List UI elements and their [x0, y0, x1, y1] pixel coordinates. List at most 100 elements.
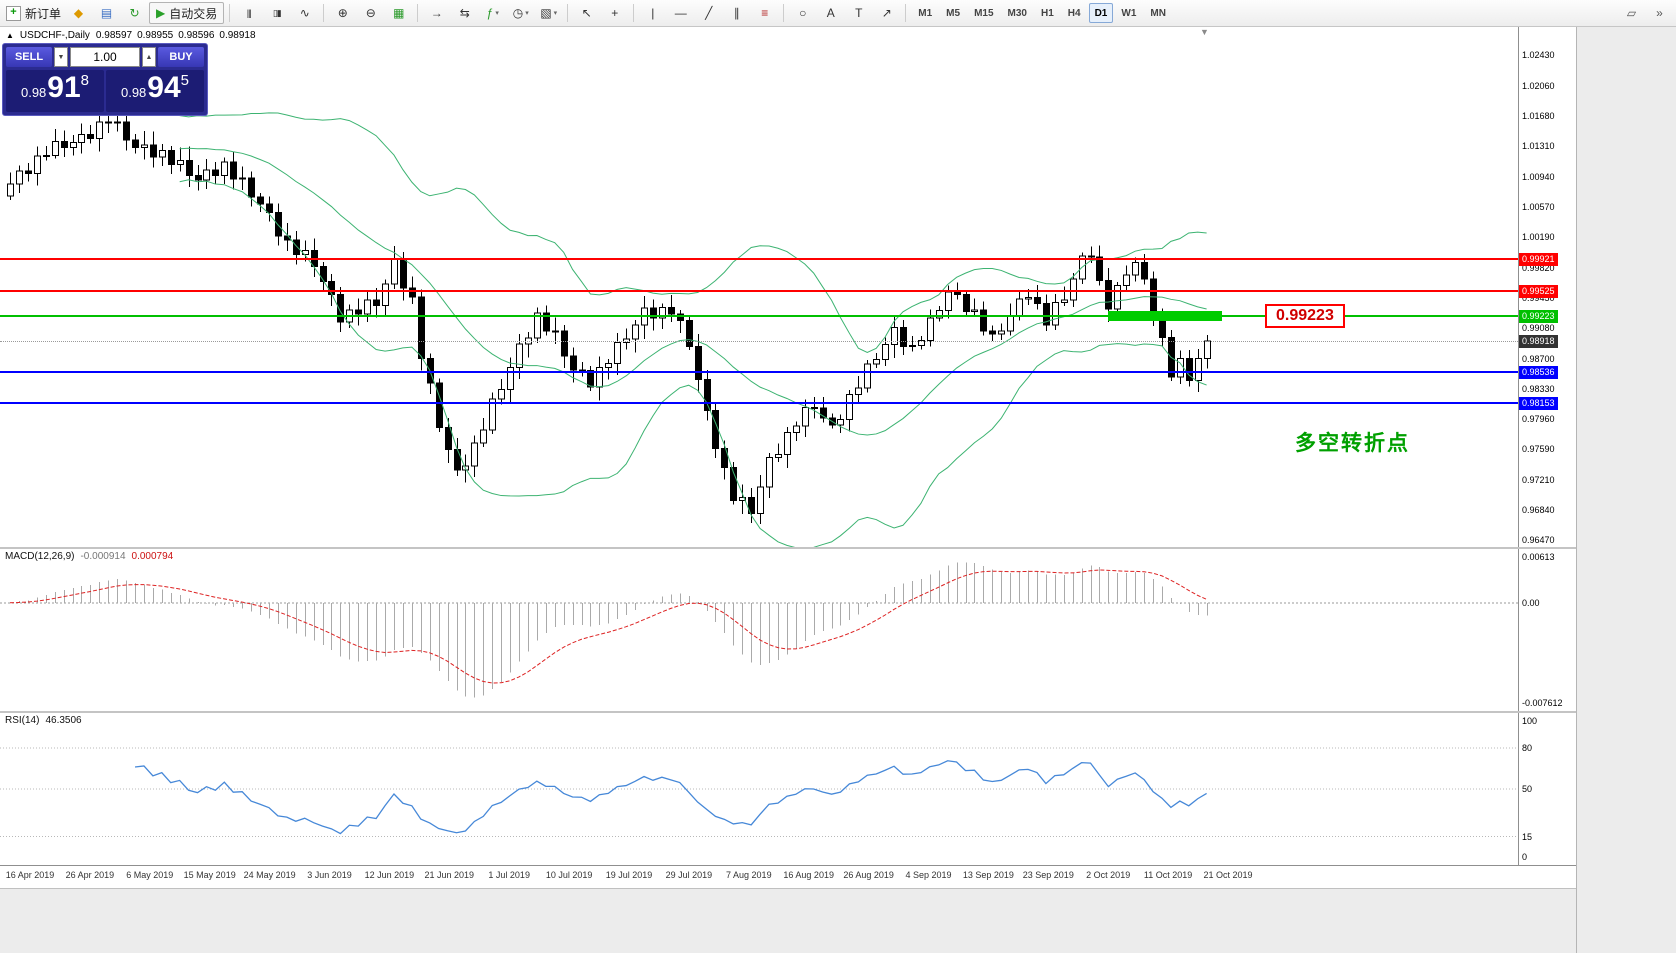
timeframe-button-m1[interactable]: M1 — [918, 7, 933, 19]
buy-price-button[interactable]: 0.98 94 5 — [106, 70, 204, 112]
timeframe-button-d1[interactable]: D1 — [1088, 3, 1114, 23]
workspace-background — [1576, 27, 1676, 953]
trendline-icon: ╱ — [705, 6, 713, 20]
horizontal-line-icon[interactable]: — — [667, 2, 694, 24]
chart-note-text[interactable]: 多空转折点 — [1295, 432, 1410, 455]
sell-price-pip: 8 — [80, 72, 90, 89]
timeframe-button-m5[interactable]: M5 — [946, 7, 961, 19]
timeframe-button-h1[interactable]: H1 — [1040, 7, 1054, 19]
dropdown-arrow-icon: ▾ — [495, 10, 499, 17]
date-label: 16 Aug 2019 — [783, 870, 834, 880]
fibonacci-icon[interactable]: ≡ — [751, 2, 778, 24]
autotrading-label: 自动交易 — [169, 6, 218, 21]
profiles-icon[interactable]: ▤ — [93, 2, 120, 24]
tile-windows-icon[interactable]: ▦ — [385, 2, 412, 24]
timeframe-button-m30[interactable]: M30 — [1007, 7, 1027, 19]
date-label: 24 May 2019 — [243, 870, 296, 880]
crosshair-icon[interactable]: + — [601, 2, 628, 24]
rsi-value: 46.3506 — [45, 715, 82, 726]
toolbar-separator — [905, 4, 907, 22]
autotrading-icon: ▶ — [156, 6, 166, 20]
macd-scale-min: -0.007612 — [1522, 698, 1563, 708]
sell-price-prefix: 0.98 — [20, 85, 47, 100]
highlight-rectangle[interactable] — [1108, 311, 1222, 321]
rsi-name: RSI(14) — [5, 715, 40, 726]
rsi-plot[interactable]: RSI(14) 46.3506 — [0, 713, 1519, 865]
rsi-scale-label: 100 — [1522, 716, 1538, 726]
horizontal-line-0.98536[interactable] — [0, 370, 1518, 373]
toolbar-separator — [633, 4, 635, 22]
bar-chart-icon[interactable]: ||| — [235, 2, 262, 24]
panels-icon[interactable]: ▱ — [1618, 2, 1645, 24]
macd-label: MACD(12,26,9) -0.000914 0.000794 — [5, 551, 173, 562]
periods-icon[interactable]: ◷ ▾ — [507, 2, 534, 24]
horizontal-line-0.98153[interactable] — [0, 401, 1518, 404]
vertical-line-icon[interactable]: | — [639, 2, 666, 24]
price-callout-label[interactable]: 0.99223 — [1265, 304, 1345, 328]
timeframe-button-h4[interactable]: H4 — [1067, 7, 1081, 19]
date-label: 7 Aug 2019 — [726, 870, 772, 880]
timeframe-button-w1[interactable]: W1 — [1121, 7, 1137, 19]
timeframe-button-mn[interactable]: MN — [1150, 7, 1166, 19]
candlesticks-icon[interactable]: ▯▮ — [263, 2, 290, 24]
horizontal-line-0.99525[interactable] — [0, 290, 1518, 293]
refresh-icon: ↻ — [129, 6, 140, 20]
volume-decrease-button[interactable]: ▼ — [54, 47, 68, 67]
candlestick-chart[interactable] — [0, 27, 1518, 547]
templates-icon: ▧ — [540, 6, 552, 20]
more-icon[interactable]: » — [1646, 2, 1673, 24]
panels-icon: ▱ — [1626, 6, 1637, 20]
collapse-arrow-icon[interactable]: ▲ — [6, 31, 14, 40]
price-scale-label: 1.01310 — [1522, 141, 1555, 152]
sell-price-button[interactable]: 0.98 91 8 — [6, 70, 104, 112]
zoom-in-icon[interactable]: ⊕ — [329, 2, 356, 24]
chart-shift-marker-icon[interactable]: ▼ — [1200, 27, 1209, 37]
zoom-out-icon[interactable]: ⊖ — [357, 2, 384, 24]
channel-icon[interactable]: ∥ — [723, 2, 750, 24]
toolbar-separator — [417, 4, 419, 22]
metaeditor-icon[interactable]: ◆ — [65, 2, 92, 24]
cursor-icon[interactable]: ↖ — [573, 2, 600, 24]
fibonacci-icon: ≡ — [761, 6, 769, 20]
shapes-icon[interactable]: ○ — [789, 2, 816, 24]
indicators-icon[interactable]: ƒ ▾ — [479, 2, 506, 24]
autotrading-button[interactable]: ▶ 自动交易 — [149, 2, 225, 24]
price-scale-label: 0.99820 — [1522, 262, 1555, 273]
new-order-button[interactable]: + 新订单 — [3, 2, 64, 24]
more-icon: » — [1656, 6, 1663, 20]
text-icon[interactable]: A — [817, 2, 844, 24]
date-label: 23 Sep 2019 — [1022, 870, 1074, 880]
horizontal-line-0.99223[interactable] — [0, 315, 1518, 317]
macd-splitter[interactable] — [0, 547, 1576, 549]
ohlc-values: 0.98597 0.98955 0.98596 0.98918 — [96, 30, 256, 41]
trendline-icon[interactable]: ╱ — [695, 2, 722, 24]
volume-increase-button[interactable]: ▲ — [142, 47, 156, 67]
toolbar-separator — [783, 4, 785, 22]
rsi-panel: RSI(14) 46.3506 100 80 50 15 0 — [0, 713, 1576, 865]
price-scale-label: 0.96470 — [1522, 534, 1555, 545]
price-tag-0.99921: 0.99921 — [1519, 253, 1558, 267]
date-label: 26 Aug 2019 — [843, 870, 894, 880]
templates-icon[interactable]: ▧ ▾ — [535, 2, 562, 24]
date-label: 19 Jul 2019 — [605, 870, 653, 880]
refresh-icon[interactable]: ↻ — [121, 2, 148, 24]
price-tag-0.99223: 0.99223 — [1519, 310, 1558, 323]
price-scale-label: 1.02430 — [1522, 50, 1555, 61]
date-label: 6 May 2019 — [126, 870, 174, 880]
auto-scroll-icon[interactable]: → — [423, 2, 450, 24]
horizontal-line-0.99921[interactable] — [0, 258, 1518, 261]
timeframe-button-m15[interactable]: M15 — [974, 7, 994, 19]
crosshair-icon: + — [611, 6, 619, 20]
line-chart-icon[interactable]: ∿ — [291, 2, 318, 24]
label-icon[interactable]: T — [845, 2, 872, 24]
arrows-icon[interactable]: ↗ — [873, 2, 900, 24]
date-label: 3 Jun 2019 — [307, 870, 352, 880]
price-chart-plot[interactable]: ▲ USDCHF-,Daily 0.98597 0.98955 0.98596 … — [0, 27, 1519, 547]
volume-input[interactable] — [70, 47, 140, 67]
text-icon: A — [826, 6, 835, 20]
buy-button[interactable]: BUY — [158, 47, 204, 67]
macd-plot[interactable]: MACD(12,26,9) -0.000914 0.000794 — [0, 549, 1519, 711]
chart-shift-icon[interactable]: ⇆ — [451, 2, 478, 24]
rsi-splitter[interactable] — [0, 711, 1576, 713]
sell-button[interactable]: SELL — [6, 47, 52, 67]
